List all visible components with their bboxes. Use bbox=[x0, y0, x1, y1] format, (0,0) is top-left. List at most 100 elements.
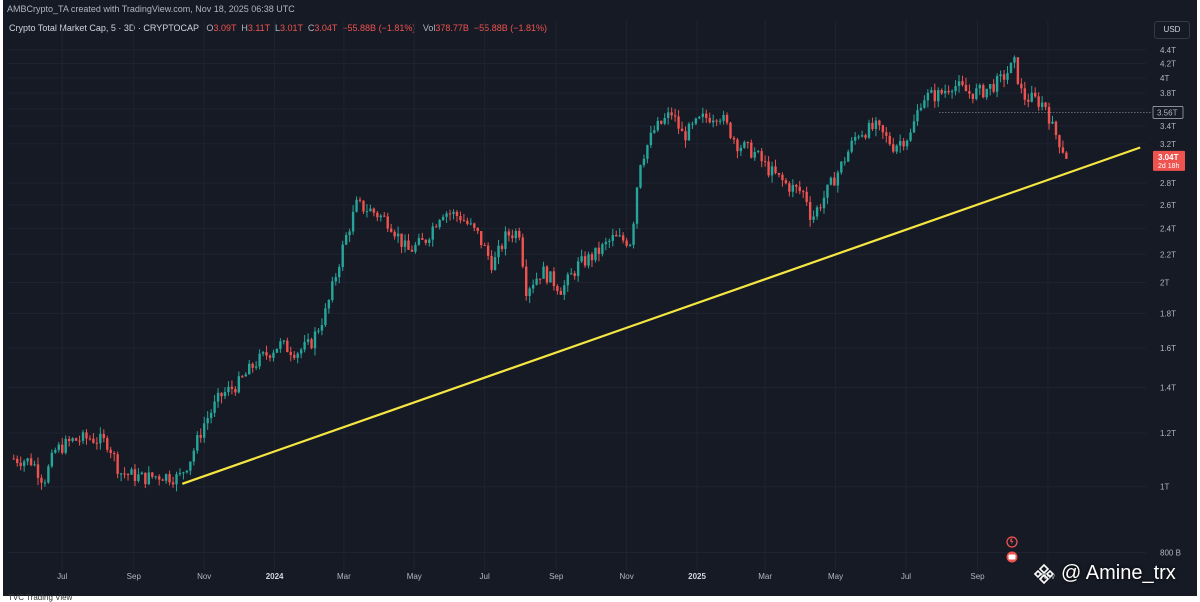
candle-body bbox=[843, 161, 846, 163]
candle-body bbox=[116, 454, 119, 474]
candle-body bbox=[950, 91, 954, 93]
y-tick-label: 1.4T bbox=[1160, 384, 1176, 393]
x-tick-label: Nov bbox=[197, 572, 211, 581]
candle-body bbox=[448, 213, 452, 215]
candle-body bbox=[147, 472, 151, 485]
candle-body bbox=[282, 340, 286, 342]
candle-body bbox=[493, 257, 497, 271]
candle-body bbox=[916, 110, 919, 122]
candle-body bbox=[788, 183, 791, 192]
candle-body bbox=[795, 184, 798, 187]
x-tick-label: Nov bbox=[620, 572, 634, 581]
y-tick-label: 2T bbox=[1160, 278, 1169, 287]
candle-body bbox=[1023, 88, 1027, 100]
candle-body bbox=[705, 113, 708, 118]
candle-body bbox=[338, 267, 341, 278]
candle-body bbox=[985, 88, 988, 98]
candle-body bbox=[909, 132, 912, 141]
candle-body bbox=[434, 226, 438, 228]
candle-body bbox=[649, 132, 653, 146]
candle-body bbox=[213, 401, 216, 413]
candle-body bbox=[1044, 102, 1047, 107]
candle-body bbox=[376, 212, 379, 218]
candle-body bbox=[241, 376, 244, 378]
candle-body bbox=[317, 330, 320, 332]
candle-body bbox=[268, 355, 272, 358]
candle-body bbox=[621, 235, 625, 241]
y-tick-label: 1.6T bbox=[1160, 344, 1176, 353]
candle-body bbox=[469, 223, 473, 225]
candle-body bbox=[847, 151, 850, 162]
change-value: −55.88B (−1.81%) bbox=[342, 23, 416, 33]
candle-body bbox=[982, 85, 985, 98]
candle-body bbox=[1002, 74, 1006, 80]
candle-body bbox=[802, 191, 805, 193]
candle-body bbox=[327, 300, 331, 309]
candle-body bbox=[261, 352, 265, 354]
candle-body bbox=[123, 473, 126, 475]
candle-body bbox=[296, 353, 299, 358]
candle-body bbox=[919, 107, 923, 111]
candle-body bbox=[334, 277, 337, 282]
candle-body bbox=[64, 438, 67, 453]
candle-body bbox=[618, 235, 621, 237]
candle-body bbox=[732, 137, 736, 140]
candle-body bbox=[594, 247, 597, 261]
candle-body bbox=[507, 231, 511, 236]
x-tick-label: May bbox=[407, 572, 422, 581]
x-tick-label: Jul bbox=[901, 572, 911, 581]
candle-body bbox=[74, 438, 78, 441]
candle-body bbox=[573, 273, 576, 276]
candle-body bbox=[85, 432, 88, 439]
candle-body bbox=[701, 113, 705, 117]
candle-body bbox=[57, 444, 60, 451]
candle-body bbox=[552, 271, 556, 287]
candle-body bbox=[144, 472, 147, 485]
candle-body bbox=[774, 166, 777, 174]
y-tick-label: 4T bbox=[1160, 74, 1169, 83]
volume-label: Vol bbox=[422, 23, 436, 33]
candle-body bbox=[611, 234, 614, 241]
candle-body bbox=[625, 240, 628, 246]
candle-body bbox=[209, 412, 213, 419]
y-tick-label: 4.4T bbox=[1160, 46, 1176, 55]
candle-body bbox=[362, 200, 365, 212]
price-chart-svg[interactable]: 800 B 1T 1.2T 1.4T 1.6T 1.8T 2T 2.2T 2.4T 2.6T 2.8… bbox=[3, 0, 1197, 596]
current-price-tag: 3.04T 2d 18h bbox=[1153, 150, 1185, 171]
candle-body bbox=[286, 340, 289, 353]
candle-body bbox=[538, 278, 542, 280]
candle-body bbox=[244, 374, 247, 377]
candle-body bbox=[898, 141, 902, 146]
symbol-name[interactable]: Crypto Total Market Cap, 5 · 3D · CRYPTO… bbox=[9, 23, 199, 33]
calendar-icon bbox=[1008, 554, 1016, 560]
currency-button[interactable]: USD bbox=[1154, 21, 1190, 39]
candle-body bbox=[677, 116, 680, 129]
candle-body bbox=[313, 331, 317, 349]
candle-body bbox=[736, 139, 739, 152]
candle-body bbox=[275, 348, 279, 353]
y-tick-label: 1T bbox=[1160, 483, 1169, 492]
candle-body bbox=[1034, 92, 1037, 97]
chart-panel[interactable]: AMBCrypto_TA created with TradingView.co… bbox=[3, 0, 1197, 596]
candle-body bbox=[365, 211, 369, 213]
dotted-level-value: 3.56T bbox=[1157, 108, 1178, 117]
candle-body bbox=[185, 470, 189, 473]
candle-body bbox=[396, 233, 400, 237]
candle-body bbox=[178, 472, 182, 475]
candle-body bbox=[254, 366, 258, 368]
candle-body bbox=[320, 325, 324, 331]
x-tick-label: Nov bbox=[1041, 572, 1055, 581]
candle-body bbox=[587, 254, 590, 266]
candle-body bbox=[711, 120, 715, 123]
candle-body bbox=[871, 122, 874, 129]
candle-body bbox=[1037, 96, 1040, 107]
candle-body bbox=[389, 228, 393, 232]
x-tick-label: Jul bbox=[480, 572, 490, 581]
candle-body bbox=[725, 114, 729, 123]
candle-body bbox=[400, 233, 403, 247]
candle-body bbox=[642, 158, 646, 166]
candle-body bbox=[331, 281, 334, 301]
candle-body bbox=[635, 187, 639, 224]
candle-body bbox=[760, 151, 763, 162]
candle-body bbox=[857, 136, 860, 138]
